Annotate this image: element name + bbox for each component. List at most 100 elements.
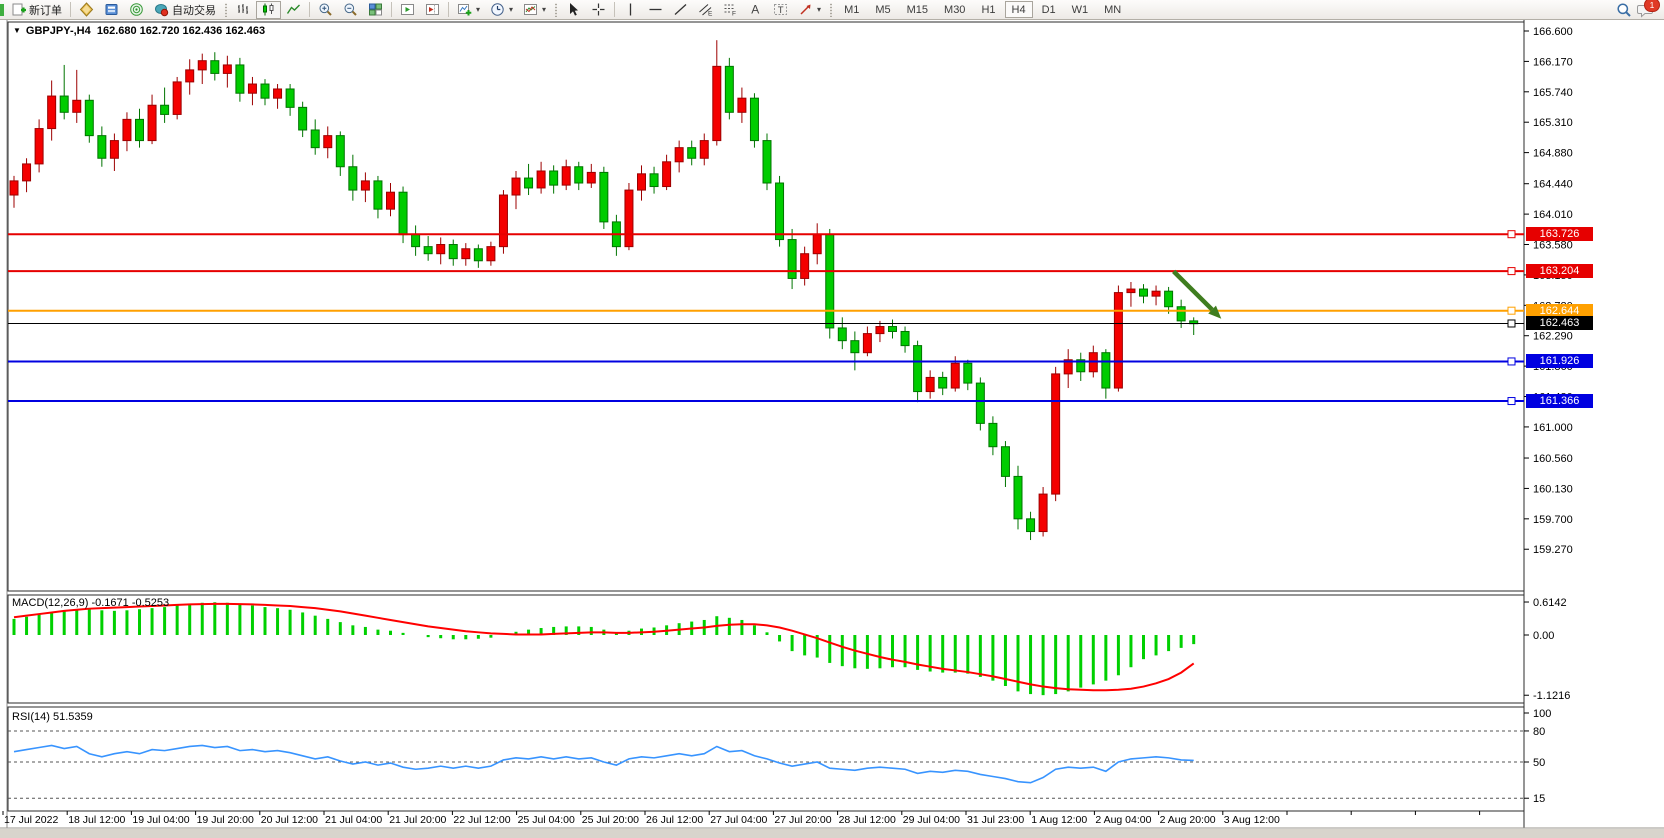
trendline-icon [674,4,687,15]
dropdown-caret[interactable]: ▾ [817,5,822,14]
candle-body [787,239,797,279]
time-tick-label: 26 Jul 12:00 [646,814,703,826]
macd-tick-label: 0.00 [1533,630,1554,642]
timeframe-button-M30[interactable]: M30 [937,1,972,18]
timeframe-button-M5[interactable]: M5 [868,1,897,18]
dropdown-caret[interactable]: ▾ [476,5,481,14]
time-tick-label: 25 Jul 04:00 [518,814,575,826]
candle-body [172,81,182,115]
new-order-button[interactable]: 新订单 [6,1,67,19]
zoom-in-button[interactable] [313,1,338,19]
candle-body [875,326,885,335]
candle-body [749,97,759,142]
equidistant-channel-button[interactable]: E [693,1,718,19]
annotation-arrow-head[interactable] [1208,305,1222,319]
candle-body [122,118,132,142]
arrows-button[interactable]: ▾ [793,1,826,19]
price-tick-label: 162.720 [1533,300,1573,312]
candle-body [335,135,345,168]
dropdown-caret[interactable]: ▾ [509,5,514,14]
clipped-icon [0,3,4,16]
timeframe-button-W1[interactable]: W1 [1065,1,1096,18]
template-icon [524,4,538,15]
candle-body [599,171,609,223]
navigator-button[interactable] [124,1,149,19]
hline-handle[interactable] [1507,397,1516,406]
dropdown-caret[interactable]: ▾ [542,5,547,14]
candle-body [486,246,496,262]
vertical-line-button[interactable] [618,1,643,19]
toolbar-grip[interactable] [554,2,559,17]
autotrading-button[interactable]: 自动交易 [149,1,221,19]
hline-handle[interactable] [1507,230,1516,239]
time-tick-label: 22 Jul 12:00 [453,814,510,826]
candle-body [649,173,659,188]
tile-windows-button[interactable] [363,1,388,19]
timeframe-button-D1[interactable]: D1 [1035,1,1063,18]
svg-text:F: F [732,11,736,18]
time-tick-label: 2 Aug 20:00 [1160,814,1216,826]
candle-body [687,147,697,159]
hline-handle[interactable] [1507,319,1516,328]
price-tick-label: 166.170 [1533,56,1573,68]
timeframe-button-H4[interactable]: H4 [1004,1,1033,18]
candle-body [373,180,383,210]
candle-body [1013,475,1023,520]
toolbar-grip[interactable] [829,2,834,17]
candlestick-chart-button[interactable] [256,0,281,19]
candle-body [84,99,94,137]
text-icon: A [751,3,759,17]
toolbar-grip[interactable] [224,2,228,17]
hline-handle[interactable] [1507,267,1516,276]
horizontal-line-button[interactable] [643,1,668,19]
time-tick-label: 3 Aug 12:00 [1224,814,1280,826]
candle-body [411,234,421,248]
candle-body [1063,359,1073,375]
timeframe-button-M15[interactable]: M15 [900,1,935,18]
candle-body [737,97,747,113]
auto-scroll-button[interactable] [395,1,420,19]
macd-axis: 0.6142 0.00 -1.1216 [1524,597,1570,702]
candle-body [72,99,82,113]
chat-button[interactable]: 1 [1637,0,1660,18]
candle-body [762,140,772,184]
annotation-arrow[interactable] [1172,269,1214,312]
candle-body [247,83,257,94]
candle-body [1026,518,1036,533]
periods-button[interactable]: ▾ [485,1,518,19]
fibonacci-button[interactable]: F [718,1,743,19]
candle-body [185,69,195,83]
data-window-button[interactable] [99,1,124,19]
bar-chart-button[interactable] [231,1,256,19]
timeframe-button-M1[interactable]: M1 [837,1,866,18]
text-label-button[interactable]: T [768,1,793,19]
crosshair-button[interactable] [586,1,611,19]
zoom-out-button[interactable] [338,1,363,19]
autotrading-label: 自动交易 [172,4,216,17]
chart-shift-button[interactable] [420,1,445,19]
candle-body [97,135,107,159]
market-watch-button[interactable] [74,1,99,19]
timeframe-button-H1[interactable]: H1 [974,1,1002,18]
candle-body [975,382,985,424]
cursor-button[interactable] [561,1,586,19]
rsi-tick-label: 15 [1533,793,1545,805]
trendline-button[interactable] [668,1,693,19]
time-tick-label: 27 Jul 20:00 [774,814,831,826]
text-button[interactable]: A [743,1,768,19]
candle-body [624,189,634,248]
radar-icon [130,3,143,16]
candle-body [1076,359,1086,373]
line-chart-button[interactable] [281,1,306,19]
indicators-button[interactable]: ▾ [452,1,485,19]
templates-button[interactable]: ▾ [518,1,551,19]
candlesticks [9,40,1199,541]
hline-handle[interactable] [1507,306,1516,315]
search-button[interactable] [1611,1,1637,19]
hline-handle[interactable] [1507,357,1516,366]
timeframe-button-MN[interactable]: MN [1097,1,1128,18]
candle-body [1126,288,1136,294]
time-tick-label: 20 Jul 12:00 [261,814,318,826]
candle-body [285,88,295,108]
